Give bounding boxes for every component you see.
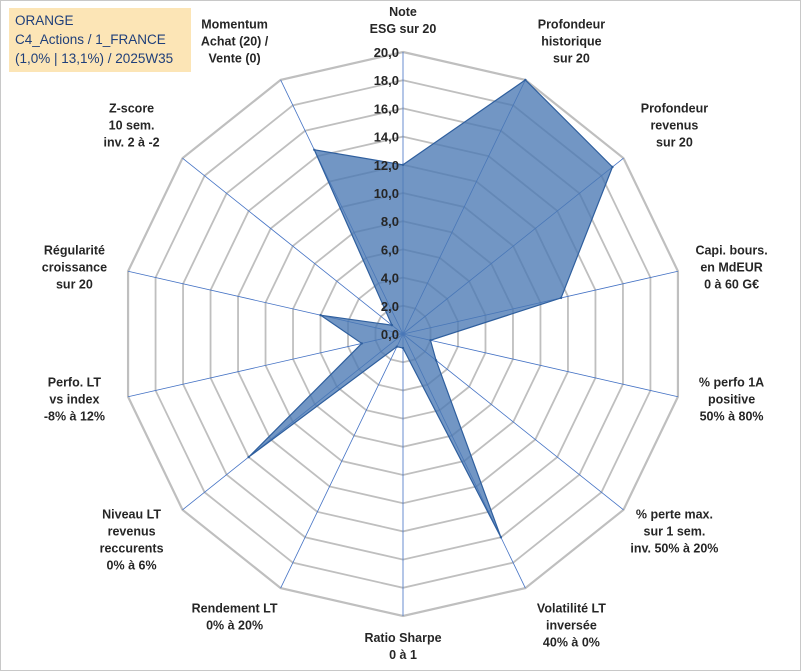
category-label: ESG sur 20 bbox=[370, 22, 437, 36]
tick-label: 2,0 bbox=[381, 299, 399, 314]
category-label: en MdEUR bbox=[700, 261, 763, 275]
data-point bbox=[319, 313, 322, 317]
category-label: Profondeur bbox=[641, 101, 708, 115]
category-label: inversée bbox=[546, 619, 597, 633]
category-label: Achat (20) / bbox=[201, 34, 269, 48]
category-label: 0 à 60 G€ bbox=[704, 278, 759, 292]
category-label: Note bbox=[389, 5, 417, 19]
category-label: croissance bbox=[42, 261, 107, 275]
category-label: inv. 50% à 20% bbox=[630, 542, 718, 556]
data-point bbox=[611, 165, 614, 169]
tick-label: 16,0 bbox=[374, 101, 399, 116]
axis-spoke bbox=[402, 333, 624, 511]
category-label: Momentum bbox=[201, 17, 268, 31]
category-label: sur 20 bbox=[56, 278, 93, 292]
category-label: positive bbox=[708, 392, 755, 406]
category-line: C4_Actions / 1_FRANCE bbox=[15, 32, 166, 47]
category-label: % perfo 1A bbox=[699, 375, 764, 389]
category-label: Z-score bbox=[109, 101, 154, 115]
category-label: 10 sem. bbox=[109, 118, 155, 132]
category-label: Capi. bours. bbox=[695, 244, 767, 258]
tick-label: 14,0 bbox=[374, 130, 399, 145]
category-label: Volatilité LT bbox=[537, 602, 606, 616]
category-label: 50% à 80% bbox=[700, 409, 764, 423]
category-label: Régularité bbox=[44, 244, 105, 258]
data-point bbox=[401, 346, 405, 350]
data-point bbox=[401, 163, 405, 166]
data-point bbox=[390, 324, 394, 327]
category-label: % perte max. bbox=[636, 508, 713, 522]
data-point bbox=[429, 339, 432, 342]
data-point bbox=[499, 536, 503, 539]
axis-spoke bbox=[402, 333, 679, 398]
category-label: historique bbox=[541, 34, 601, 48]
category-label: sur 20 bbox=[656, 135, 693, 149]
tick-label: 8,0 bbox=[381, 214, 399, 229]
category-label: 40% à 0% bbox=[543, 636, 600, 650]
axis-spoke bbox=[127, 333, 404, 398]
category-label: inv. 2 à -2 bbox=[104, 135, 160, 149]
category-label: vs index bbox=[49, 392, 99, 406]
tick-label: 20,0 bbox=[374, 45, 399, 60]
data-point bbox=[360, 342, 363, 345]
category-label: 0 à 1 bbox=[389, 648, 417, 662]
data-point bbox=[247, 455, 250, 459]
category-label: revenus bbox=[108, 525, 156, 539]
category-label: Niveau LT bbox=[102, 508, 161, 522]
category-label: Vente (0) bbox=[209, 51, 261, 65]
performance-week-line: (1,0% | 13,1%) / 2025W35 bbox=[15, 51, 174, 66]
tick-label: 0,0 bbox=[381, 327, 399, 342]
category-label: revenus bbox=[650, 118, 698, 132]
category-label: Perfo. LT bbox=[48, 375, 102, 389]
axis-spoke bbox=[280, 333, 404, 589]
tick-label: 12,0 bbox=[374, 158, 399, 173]
category-label: -8% à 12% bbox=[44, 409, 105, 423]
data-point bbox=[559, 296, 563, 300]
axis-spoke bbox=[182, 157, 404, 335]
category-label: sur 1 sem. bbox=[644, 525, 706, 539]
tick-label: 6,0 bbox=[381, 242, 399, 257]
chart-info-box: ORANGE C4_Actions / 1_FRANCE (1,0% | 13,… bbox=[9, 8, 191, 72]
data-point bbox=[395, 345, 399, 348]
tick-label: 18,0 bbox=[374, 73, 399, 88]
category-label: sur 20 bbox=[553, 51, 590, 65]
category-label: Ratio Sharpe bbox=[364, 631, 441, 645]
category-label: 0% à 20% bbox=[206, 619, 263, 633]
data-point bbox=[434, 359, 438, 362]
tick-label: 4,0 bbox=[381, 271, 399, 286]
data-point bbox=[524, 78, 527, 82]
tick-label: 10,0 bbox=[374, 186, 399, 201]
category-label: Profondeur bbox=[538, 17, 605, 31]
category-label: Rendement LT bbox=[192, 602, 278, 616]
company-name: ORANGE bbox=[15, 13, 74, 28]
category-label: reccurents bbox=[100, 542, 164, 556]
category-label: 0% à 6% bbox=[107, 559, 157, 573]
data-point bbox=[313, 148, 316, 151]
